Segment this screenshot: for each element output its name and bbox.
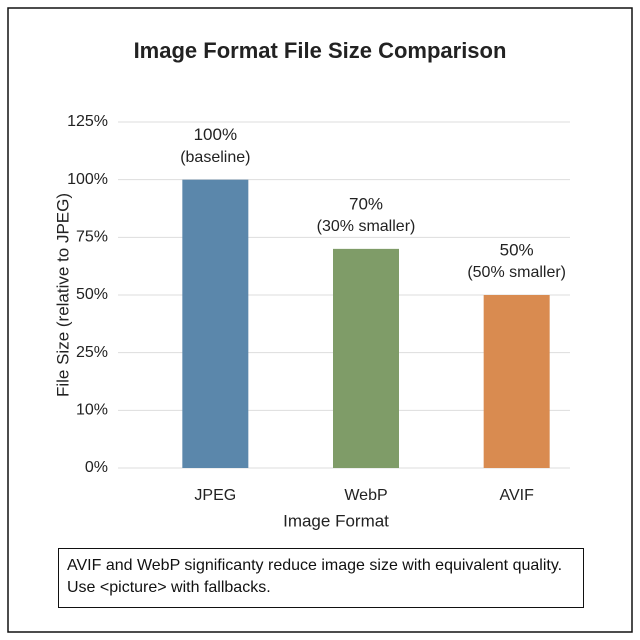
y-axis-label: File Size (relative to JPEG): [53, 193, 72, 397]
y-tick-label: 100%: [67, 171, 108, 188]
note: AVIF and WebP significanty reduce image …: [58, 548, 584, 608]
value-label: 70%: [349, 194, 383, 213]
value-note: (30% smaller): [317, 218, 416, 235]
value-label: 100%: [194, 125, 237, 144]
chart-title: Image Format File Size Comparison: [134, 38, 507, 63]
y-tick-label: 50%: [76, 286, 108, 303]
y-tick-label: 75%: [76, 229, 108, 246]
bar: [483, 295, 550, 468]
y-tick-label: 0%: [85, 459, 108, 476]
value-label: 50%: [500, 240, 534, 259]
frame: [7, 7, 633, 633]
bar: [333, 248, 399, 468]
value-note: (baseline): [180, 149, 250, 166]
x-tick-label: AVIF: [499, 487, 534, 504]
x-tick-label: WebP: [344, 487, 387, 504]
x-axis-label: Image Format: [283, 511, 389, 530]
x-tick-label: JPEG: [194, 487, 236, 504]
y-tick-label: 125%: [67, 113, 108, 130]
bar: [182, 179, 249, 468]
y-tick-label: 10%: [76, 402, 108, 419]
y-tick-label: 25%: [76, 344, 108, 361]
value-note: (50% smaller): [467, 264, 566, 281]
